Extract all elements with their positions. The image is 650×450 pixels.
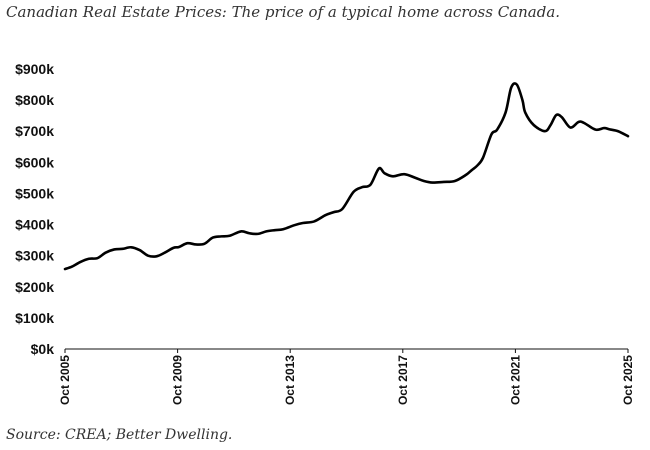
chart-source: Source: CREA; Better Dwelling. xyxy=(6,427,233,443)
y-tick-label: $0k xyxy=(31,341,55,357)
x-axis-tick-labels: Oct 2005 Oct 2009 Oct 2013 Oct 2017 Oct 2021… xyxy=(58,355,635,405)
x-tick-label: Oct 2025 xyxy=(621,355,635,405)
y-tick-label: $300k xyxy=(15,248,54,264)
x-tick-label: Oct 2021 xyxy=(508,355,522,405)
y-axis-tick-labels: $0k $100k $200k $300k $400k $500k $600k $700k $8… xyxy=(15,61,54,357)
y-tick-label: $400k xyxy=(15,217,54,233)
y-tick-label: $800k xyxy=(15,92,54,108)
x-tick-label: Oct 2005 xyxy=(58,355,72,405)
y-tick-label: $200k xyxy=(15,279,54,295)
chart-title: Canadian Real Estate Prices: The price o… xyxy=(6,3,561,21)
y-tick-label: $900k xyxy=(15,61,54,77)
x-tick-label: Oct 2009 xyxy=(171,355,185,405)
x-tick-label: Oct 2013 xyxy=(283,355,297,405)
y-tick-label: $100k xyxy=(15,310,54,326)
y-tick-label: $700k xyxy=(15,123,54,139)
y-tick-label: $600k xyxy=(15,154,54,170)
x-axis-tick-marks xyxy=(64,349,629,353)
series-line-typical-home-price xyxy=(63,82,630,271)
y-tick-label: $500k xyxy=(15,185,54,201)
x-tick-label: Oct 2017 xyxy=(396,355,410,405)
